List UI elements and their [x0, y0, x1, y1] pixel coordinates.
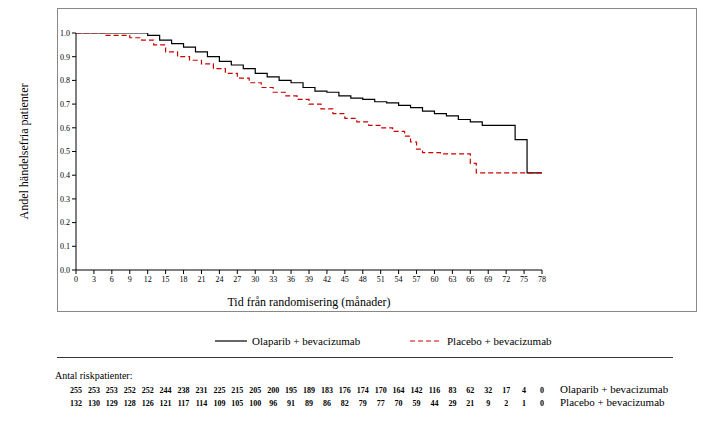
svg-text:54: 54 — [395, 275, 403, 284]
html-text:205: 205 — [249, 386, 262, 395]
html-text:164: 164 — [392, 386, 405, 395]
svg-text:Andel händelsefria patienter: Andel händelsefria patienter — [17, 84, 31, 220]
html-text:Olaparib + bevacizumab: Olaparib + bevacizumab — [252, 335, 361, 347]
svg-text:36: 36 — [287, 275, 295, 284]
svg-text:0: 0 — [74, 275, 78, 284]
html-text:89: 89 — [305, 399, 313, 408]
svg-text:18: 18 — [180, 275, 188, 284]
svg-text:0.0: 0.0 — [60, 266, 70, 275]
html-text:Olaparib + bevacizumab: Olaparib + bevacizumab — [560, 383, 669, 395]
svg-text:30: 30 — [251, 275, 259, 284]
html-text:195: 195 — [285, 386, 298, 395]
html-text:77: 77 — [376, 399, 385, 408]
svg-text:0.4: 0.4 — [60, 171, 70, 180]
svg-text:0.9: 0.9 — [60, 53, 70, 62]
html-text:225: 225 — [213, 386, 226, 395]
html-text:174: 174 — [356, 386, 369, 395]
html-text:130: 130 — [87, 399, 100, 408]
html-text:215: 215 — [231, 386, 244, 395]
html-text:70: 70 — [394, 399, 403, 408]
svg-text:69: 69 — [484, 275, 492, 284]
html-text:255: 255 — [70, 386, 82, 395]
html-text:1: 1 — [522, 399, 527, 408]
svg-text:27: 27 — [233, 275, 241, 284]
html-text:253: 253 — [87, 386, 100, 395]
svg-text:63: 63 — [448, 275, 456, 284]
html-text:21: 21 — [466, 399, 475, 408]
svg-text:42: 42 — [323, 275, 331, 284]
html-text:59: 59 — [412, 399, 421, 408]
html-text:170: 170 — [374, 386, 387, 395]
html-text:200: 200 — [267, 386, 280, 395]
svg-text:51: 51 — [377, 275, 385, 284]
html-text:2: 2 — [504, 399, 509, 408]
html-text:Placebo + bevacizumab: Placebo + bevacizumab — [447, 335, 552, 347]
html-text:83: 83 — [448, 386, 457, 395]
html-text:121: 121 — [159, 399, 172, 408]
svg-text:66: 66 — [466, 275, 474, 284]
svg-text:0.5: 0.5 — [60, 147, 70, 156]
svg-text:0.7: 0.7 — [60, 100, 70, 109]
html-text:244: 244 — [159, 386, 172, 395]
svg-text:57: 57 — [413, 275, 421, 284]
html-text:183: 183 — [320, 386, 333, 395]
html-text:128: 128 — [123, 399, 136, 408]
html-text:0: 0 — [540, 399, 544, 408]
html-text:253: 253 — [105, 386, 118, 395]
svg-text:75: 75 — [520, 275, 528, 284]
html-text:252: 252 — [141, 386, 154, 395]
svg-text:60: 60 — [430, 275, 438, 284]
html-text:252: 252 — [123, 386, 136, 395]
html-text:17: 17 — [502, 386, 511, 395]
html-text:114: 114 — [195, 399, 208, 408]
html-text:231: 231 — [195, 386, 208, 395]
html-text:117: 117 — [177, 399, 190, 408]
html-text:109: 109 — [213, 399, 226, 408]
html-text:126: 126 — [141, 399, 154, 408]
html-text:62: 62 — [466, 386, 475, 395]
svg-text:0.2: 0.2 — [60, 218, 70, 227]
svg-text:24: 24 — [215, 275, 223, 284]
html-text:105: 105 — [231, 399, 244, 408]
html-text:132: 132 — [70, 399, 82, 408]
svg-text:39: 39 — [305, 275, 313, 284]
html-text:238: 238 — [177, 386, 190, 395]
svg-text:0.1: 0.1 — [60, 242, 70, 251]
html-text:29: 29 — [448, 399, 457, 408]
svg-text:12: 12 — [144, 275, 152, 284]
html-text:9: 9 — [486, 399, 491, 408]
svg-text:0.3: 0.3 — [60, 195, 70, 204]
svg-text:Tid från randomisering (månade: Tid från randomisering (månader) — [227, 295, 390, 309]
svg-text:6: 6 — [110, 275, 114, 284]
html-text:32: 32 — [484, 386, 493, 395]
svg-text:78: 78 — [538, 275, 546, 284]
html-text:189: 189 — [303, 386, 315, 395]
svg-text:0.8: 0.8 — [60, 76, 70, 85]
svg-text:72: 72 — [502, 275, 510, 284]
html-text:100: 100 — [249, 399, 262, 408]
html-text:116: 116 — [428, 386, 441, 395]
svg-text:9: 9 — [128, 275, 132, 284]
html-text:129: 129 — [105, 399, 118, 408]
html-text:44: 44 — [430, 399, 439, 408]
html-text:142: 142 — [410, 386, 423, 395]
html-text:82: 82 — [340, 399, 349, 408]
html-text:Antal riskpatienter:: Antal riskpatienter: — [55, 370, 133, 381]
svg-text:48: 48 — [359, 275, 367, 284]
html-text:96: 96 — [269, 399, 278, 408]
html-text:0: 0 — [540, 386, 544, 395]
svg-text:3: 3 — [92, 275, 96, 284]
svg-text:21: 21 — [197, 275, 205, 284]
svg-text:0.6: 0.6 — [60, 124, 70, 133]
html-text:176: 176 — [338, 386, 351, 395]
html-text:4: 4 — [522, 386, 527, 395]
svg-text:1.0: 1.0 — [60, 29, 70, 38]
html-text:79: 79 — [358, 399, 367, 408]
html-text:Placebo + bevacizumab: Placebo + bevacizumab — [560, 396, 665, 408]
html-text:86: 86 — [322, 399, 331, 408]
svg-text:33: 33 — [269, 275, 277, 284]
html-text:91: 91 — [287, 399, 296, 408]
svg-text:45: 45 — [341, 275, 349, 284]
svg-text:15: 15 — [162, 275, 170, 284]
